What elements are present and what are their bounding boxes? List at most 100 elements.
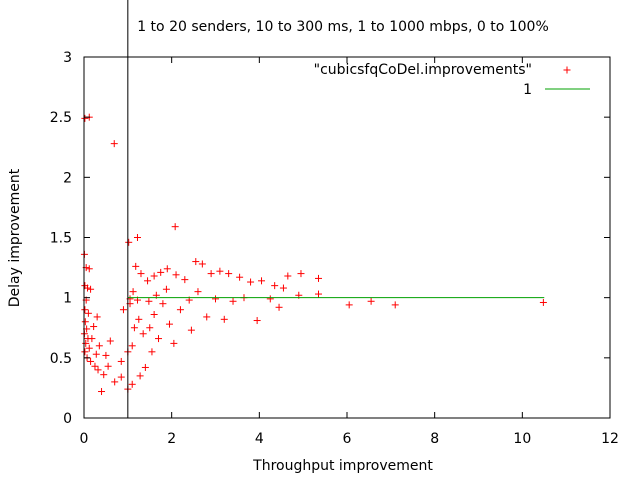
y-tick-label: 0.5 [50,351,72,367]
data-point [117,357,125,365]
data-point [82,339,90,347]
data-point [194,288,202,296]
data-point [150,272,158,280]
data-point [170,339,178,347]
y-tick-label: 1 [63,291,72,307]
data-point [391,301,399,309]
plot-marks [80,113,547,396]
x-tick-label: 4 [255,431,264,447]
data-point [162,285,170,293]
data-point [315,290,323,298]
data-point [100,371,108,379]
data-point [130,324,138,332]
data-point [207,270,215,278]
data-point [146,324,154,332]
data-point [95,342,103,350]
data-point [98,388,106,396]
data-point [157,268,165,276]
data-point [539,298,547,306]
data-point [85,344,93,352]
data-point [104,362,112,370]
data-point [110,140,118,148]
data-point [367,297,375,305]
data-point [92,350,100,358]
data-point [176,306,184,314]
data-point [141,363,149,371]
data-point [132,262,140,270]
data-point [111,378,119,386]
data-point [236,273,244,281]
legend-label-points: "cubicsfqCoDel.improvements" [314,62,532,78]
data-point [279,284,287,292]
data-point [139,330,147,338]
x-tick-label: 2 [167,431,176,447]
y-tick-label: 2.5 [50,110,72,126]
data-point [172,271,180,279]
data-point [93,313,101,321]
data-point [145,297,153,305]
axes: 0 2 4 6 8 10 12 0 0.5 1 1.5 2 2.5 3 [50,0,619,447]
data-point [171,223,179,231]
chart-title: 1 to 20 senders, 10 to 300 ms, 1 to 1000… [137,19,549,35]
x-tick-label: 8 [430,431,439,447]
data-point [198,260,206,268]
data-point [128,380,136,388]
data-point [284,272,292,280]
y-tick-label: 3 [63,50,72,66]
data-point [159,300,167,308]
data-point [187,326,195,334]
data-point [203,313,211,321]
data-point [144,277,152,285]
data-point [258,277,266,285]
data-point [81,114,89,122]
x-tick-label: 10 [513,431,531,447]
x-axis-title: Throughput improvement [252,458,433,474]
data-point [345,301,353,309]
legend: "cubicsfqCoDel.improvements" 1 [314,62,590,98]
data-point [216,267,224,275]
y-tick-label: 0 [63,411,72,427]
x-tick-label: 12 [601,431,619,447]
data-point [84,284,92,292]
data-point [150,311,158,319]
data-point [275,303,283,311]
data-point [247,278,255,286]
data-point [297,270,305,278]
data-point [220,315,228,323]
data-point [81,318,89,326]
y-axis-title: Delay improvement [7,168,23,307]
data-point [229,297,237,305]
data-point [125,238,133,246]
data-point [253,317,261,325]
data-point [106,337,114,345]
data-point [165,320,173,328]
data-point [91,362,99,370]
x-tick-label: 6 [343,431,352,447]
data-point [133,234,141,241]
data-point [192,258,200,266]
y-tick-label: 1.5 [50,231,72,247]
data-point [136,372,144,380]
data-point [90,323,98,331]
data-point [181,276,189,284]
data-point [225,270,233,278]
data-point [148,348,156,356]
data-point [128,342,136,350]
data-point [94,366,102,374]
legend-label-line: 1 [523,82,532,98]
data-point [87,285,95,293]
data-point [88,335,96,343]
x-tick-label: 0 [80,431,89,447]
data-point [102,351,110,359]
data-point [163,265,171,273]
data-point [119,306,127,314]
data-point [85,265,93,273]
data-point [87,357,95,365]
data-point [129,288,137,296]
data-point [81,306,89,314]
data-point [212,295,219,303]
data-point [81,348,89,356]
